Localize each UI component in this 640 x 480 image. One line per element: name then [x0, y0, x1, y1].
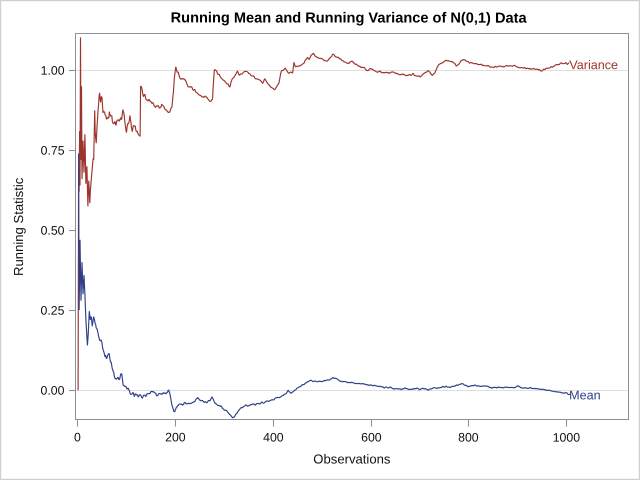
svg-text:0.75: 0.75	[41, 144, 65, 158]
svg-text:200: 200	[165, 430, 186, 444]
svg-text:Variance: Variance	[569, 58, 618, 72]
svg-text:Running Statistic: Running Statistic	[11, 177, 26, 276]
svg-text:400: 400	[263, 430, 284, 444]
svg-text:0.25: 0.25	[41, 304, 65, 318]
svg-text:1.00: 1.00	[41, 64, 65, 78]
svg-text:800: 800	[458, 431, 479, 445]
svg-text:0.00: 0.00	[40, 384, 64, 398]
svg-text:0: 0	[74, 430, 81, 444]
svg-text:Running Mean and Running Varia: Running Mean and Running Variance of N(0…	[171, 10, 528, 26]
svg-text:0.50: 0.50	[41, 224, 65, 238]
svg-text:Observations: Observations	[313, 451, 391, 466]
svg-text:600: 600	[361, 431, 382, 445]
svg-text:Mean: Mean	[569, 388, 601, 402]
svg-text:1000: 1000	[553, 431, 581, 445]
